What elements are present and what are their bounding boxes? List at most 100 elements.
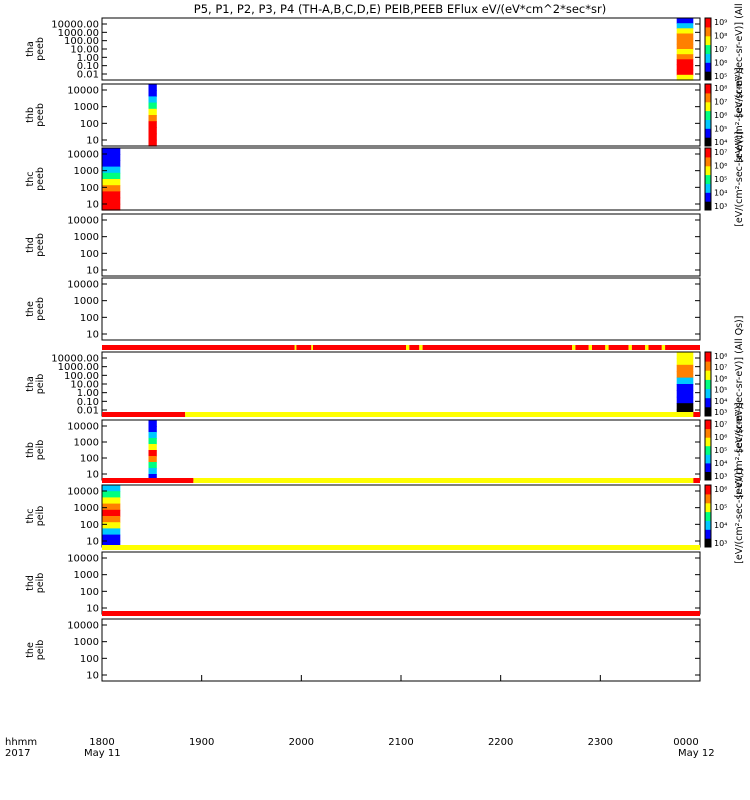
- spectrum-cell: [148, 84, 157, 91]
- panels-layer: 10000.001000.00100.0010.001.000.100.01th…: [25, 0, 745, 682]
- y-tick-label: 10000.00: [51, 20, 99, 31]
- colorbar-segment: [705, 502, 711, 513]
- spectrum-cell: [148, 456, 157, 463]
- spectrum-cell: [676, 396, 694, 404]
- y-tick-label: 10: [86, 266, 99, 277]
- spectrum-cell: [148, 139, 157, 147]
- panel-y-label: thbpeib: [25, 440, 46, 461]
- colorbar-tick-label: 10⁹: [714, 18, 727, 27]
- panel-y-label: thdpeeb: [25, 233, 46, 257]
- colorbar-tick-label: 10⁴: [714, 189, 727, 198]
- panel-thb-peeb: 10000 1000 100 10 thbpeeb 10⁴ 10⁵ 10⁶ 10⁷ 10⁸ [eV/…: [25, 67, 745, 163]
- y-tick-label: 100.00: [64, 371, 99, 382]
- mode-bar-segment: [628, 345, 632, 350]
- spectrum-cell: [102, 522, 121, 529]
- colorbar-segment: [705, 71, 711, 81]
- colorbar-tick-label: 10⁸: [714, 352, 727, 361]
- spectrum-cell: [148, 90, 157, 97]
- mode-bar-segment: [294, 345, 297, 350]
- mode-bar-segment: [102, 345, 295, 350]
- x-axis: hhmm 2017 1800 1900 2000 2100 2200 2300 0000Ma…: [5, 675, 715, 759]
- colorbar-segment: [705, 165, 711, 176]
- colorbar-segment: [705, 110, 711, 120]
- colorbar-segment: [705, 361, 711, 371]
- mode-bar-segment: [311, 345, 313, 350]
- colorbar-tick-label: 10⁴: [714, 138, 727, 147]
- colorbar-segment: [705, 388, 711, 399]
- colorbar-tick-label: 10⁶: [714, 485, 727, 494]
- panel-y-label: thepeib: [25, 640, 46, 661]
- colorbar-segment: [705, 92, 711, 103]
- spectrum-block: [148, 420, 157, 481]
- colorbar: 10⁵ 10⁶ 10⁷ 10⁸ 10⁹ [eV/(cm²-sec-sr-eV)] (All…: [704, 0, 745, 117]
- colorbar-segment: [705, 18, 711, 28]
- spectrum-cell: [676, 28, 694, 35]
- y-tick-label: 10000: [67, 621, 99, 632]
- colorbar-tick-label: 10⁶: [714, 433, 727, 442]
- mode-bar-segment: [665, 345, 700, 350]
- spectrum-cell: [102, 160, 121, 168]
- spectrum-block: [102, 148, 121, 211]
- colorbar-segment: [705, 437, 711, 447]
- colorbar-segment: [705, 156, 711, 167]
- spectrum-cell: [676, 54, 694, 60]
- colorbar-segment: [705, 520, 711, 530]
- spectrum-block: [102, 485, 121, 548]
- colorbar-tick-label: 10⁴: [714, 521, 727, 530]
- panel-y-label: thcpeib: [25, 506, 46, 527]
- mode-bar-segment: [575, 345, 589, 350]
- y-tick-label: 1000.00: [58, 362, 99, 373]
- x-tick-label: 2200: [488, 737, 513, 748]
- y-tick-label: 10000: [67, 150, 99, 161]
- mode-bar-segment: [185, 412, 694, 417]
- y-tick-label: 10000: [67, 487, 99, 498]
- colorbar-frame: [704, 351, 712, 417]
- panel-thb-peib: 10000 1000 100 10 thbpeib 10³ 10⁴ 10⁵ 10⁶ 10⁷ [eV/…: [25, 402, 745, 498]
- panel-frame: [101, 83, 701, 147]
- colorbar-tick-label: 10⁵: [714, 175, 727, 184]
- mode-bar-segment: [102, 611, 700, 616]
- spectrum-cell: [102, 179, 121, 186]
- panel-thd-peib: 10000 1000 100 10 thdpeib: [25, 551, 701, 615]
- colorbar-label: [eV/(cm²-sec-sr-eV)]: [734, 67, 745, 163]
- panel-frame: [101, 618, 701, 682]
- y-tick-label: 100: [80, 454, 99, 465]
- colorbar-tick-label: 10⁷: [714, 45, 727, 54]
- y-tick-label: 10000: [67, 216, 99, 227]
- spectrum-cell: [148, 121, 157, 128]
- colorbar-segment: [705, 84, 711, 94]
- spectrum-cell: [102, 148, 121, 155]
- chart-title: P5, P1, P2, P3, P4 (TH-A,B,C,D,E) PEIB,P…: [194, 2, 606, 16]
- spectrum-cell: [676, 384, 694, 391]
- spectrum-cell: [102, 191, 121, 199]
- spectrum-cell: [148, 462, 157, 469]
- panel-the-peeb: 10000 1000 100 10 thepeeb: [25, 277, 701, 341]
- mode-bar-segment: [409, 345, 420, 350]
- panel-y-label: thapeib: [25, 374, 46, 395]
- colorbar-segment: [705, 420, 711, 430]
- colorbar-frame: [704, 147, 712, 211]
- spectrum-cell: [102, 185, 121, 192]
- y-tick-label: 10000: [67, 280, 99, 291]
- y-tick-label: 1000: [74, 503, 99, 514]
- y-tick-label: 1000: [74, 570, 99, 581]
- thb-mode-bar: [102, 412, 700, 417]
- spectrum-cell: [148, 474, 157, 481]
- spectrum-cell: [102, 154, 121, 161]
- y-tick-label: 100: [80, 249, 99, 260]
- panel-the-peib: 10000 1000 100 10 thepeib: [25, 618, 701, 682]
- spectrum-cell: [148, 133, 157, 141]
- y-tick-label: 10: [86, 671, 99, 682]
- colorbar-frame: [704, 484, 712, 548]
- colorbar-tick-label: 10⁵: [714, 386, 727, 395]
- colorbar-segment: [705, 511, 711, 521]
- spectrum-cell: [148, 102, 157, 110]
- spectrum-cell: [676, 18, 694, 24]
- spectrum-cell: [102, 172, 121, 180]
- spectrum-cell: [148, 420, 157, 427]
- mode-bar-segment: [608, 345, 629, 350]
- colorbar: 10³ 10⁴ 10⁵ 10⁶ 10⁷ [eV/(cm²-sec-sr-eV)]: [704, 402, 745, 498]
- spectrum-cell: [148, 108, 157, 116]
